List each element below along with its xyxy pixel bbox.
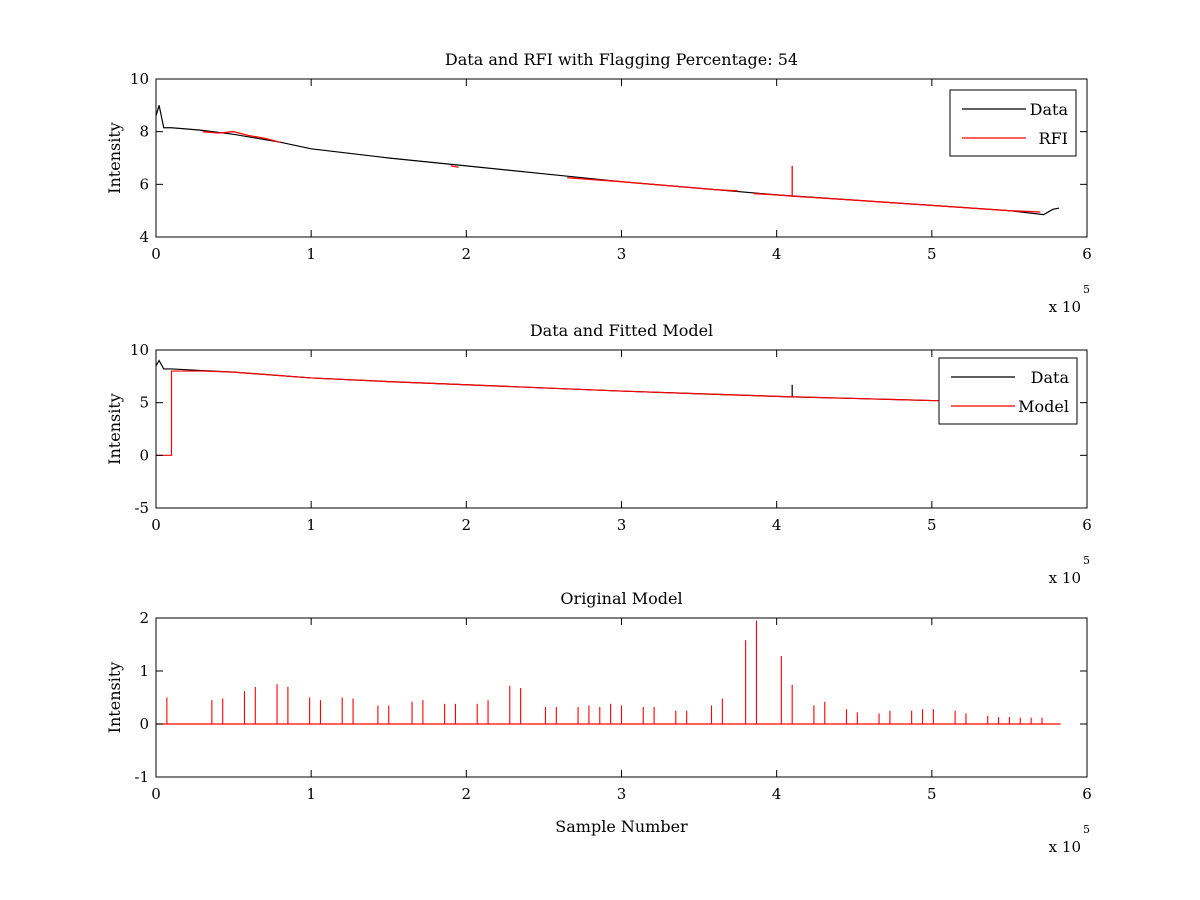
x-tick-label: 4 <box>772 245 782 263</box>
x-tick-label: 0 <box>151 516 161 534</box>
legend-label-data: Data <box>1031 368 1070 387</box>
y-axis-label: Intensity <box>105 662 124 734</box>
chart-title: Data and Fitted Model <box>530 321 713 340</box>
legend: Data RFI <box>949 89 1077 157</box>
x-tick-label: 2 <box>462 516 472 534</box>
x-tick-label: 3 <box>617 516 627 534</box>
plot-lines <box>156 620 1061 725</box>
y-tick-label: 8 <box>139 123 149 141</box>
x-axis-exponent-power: 5 <box>1083 554 1090 567</box>
y-tick-label: 0 <box>139 446 149 464</box>
x-axis-exponent-power: 5 <box>1083 283 1090 296</box>
legend: Data Model <box>938 357 1078 425</box>
y-tick-label: 4 <box>139 228 149 246</box>
x-tick-label: 5 <box>927 245 937 263</box>
y-tick-label: -5 <box>134 499 149 517</box>
x-tick-label: 4 <box>772 785 782 803</box>
legend-label-rfi: RFI <box>1039 129 1068 148</box>
y-axis-label: Intensity <box>105 393 124 465</box>
chart-title: Original Model <box>560 589 682 608</box>
x-tick-label: 2 <box>462 785 472 803</box>
chart-title: Data and RFI with Flagging Percentage: 5… <box>445 50 798 69</box>
x-tick-label: 0 <box>151 245 161 263</box>
x-axis-exponent-base: x 10 <box>1049 298 1081 316</box>
plot-area <box>156 618 1087 777</box>
plot-area <box>156 350 1087 508</box>
series-rfi-segment-1 <box>450 165 459 168</box>
plot-area <box>156 79 1087 237</box>
series-rfi-segment-2 <box>567 177 738 192</box>
plot-lines <box>156 359 948 456</box>
legend-label-data: Data <box>1030 100 1069 119</box>
y-tick-label: -1 <box>134 768 149 786</box>
series-rfi-segment-3 <box>753 165 1041 213</box>
series-rfi-segment-0 <box>202 131 281 143</box>
y-tick-label: 2 <box>139 609 149 627</box>
x-tick-label: 5 <box>927 785 937 803</box>
y-tick-label: 10 <box>130 341 149 359</box>
legend-box <box>949 89 1077 157</box>
x-tick-label: 0 <box>151 785 161 803</box>
x-tick-label: 1 <box>306 516 316 534</box>
y-tick-label: 1 <box>139 662 149 680</box>
legend-label-model: Model <box>1018 397 1069 416</box>
y-tick-label: 10 <box>130 70 149 88</box>
x-axis-exponent-base: x 10 <box>1049 838 1081 856</box>
y-tick-label: 0 <box>139 715 149 733</box>
x-axis-exponent-base: x 10 <box>1049 569 1081 587</box>
x-tick-label: 5 <box>927 516 937 534</box>
x-tick-label: 1 <box>306 785 316 803</box>
x-tick-label: 2 <box>462 245 472 263</box>
x-tick-label: 6 <box>1082 516 1092 534</box>
x-tick-label: 6 <box>1082 245 1092 263</box>
legend-box <box>938 357 1078 425</box>
y-axis-label: Intensity <box>105 122 124 194</box>
subplot-1: 0 1 2 3 4 5 6 4 6 8 10 Data and RFI with Flagging P… <box>105 50 1092 316</box>
x-axis-label: Sample Number <box>555 817 688 836</box>
x-tick-label: 1 <box>306 245 316 263</box>
x-tick-label: 3 <box>617 785 627 803</box>
series-model-line <box>156 370 948 456</box>
x-tick-label: 4 <box>772 516 782 534</box>
y-tick-label: 6 <box>139 175 149 193</box>
x-axis-exponent-power: 5 <box>1083 823 1090 836</box>
plot-lines <box>156 105 1060 216</box>
x-tick-label: 3 <box>617 245 627 263</box>
x-tick-label: 6 <box>1082 785 1092 803</box>
y-tick-label: 5 <box>139 394 149 412</box>
